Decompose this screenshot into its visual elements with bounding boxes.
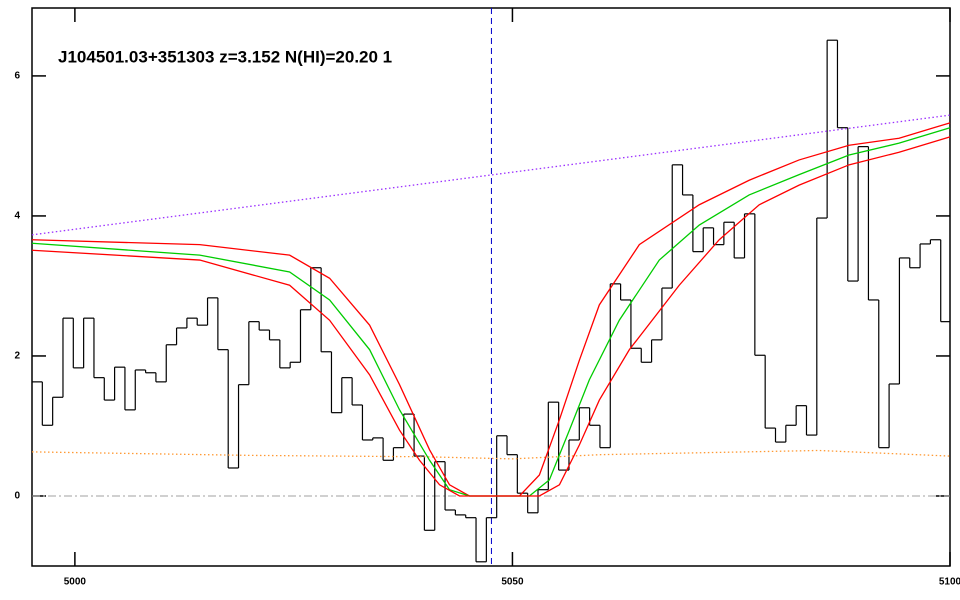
y-tick-label: 4	[14, 211, 20, 222]
y-tick-label: 6	[14, 71, 20, 82]
chart-title: J104501.03+351303 z=3.152 N(HI)=20.20 1	[58, 47, 392, 66]
y-tick-label: 2	[14, 351, 20, 362]
fit-curve	[31, 127, 951, 497]
fit-curve	[31, 136, 951, 497]
x-tick-label: 5050	[501, 577, 524, 588]
x-tick-label: 5000	[64, 577, 87, 588]
y-tick-label: 0	[14, 491, 20, 502]
fit-curve	[31, 122, 951, 497]
x-tick-label: 5100	[939, 577, 960, 588]
dotted-curve	[31, 449, 951, 460]
